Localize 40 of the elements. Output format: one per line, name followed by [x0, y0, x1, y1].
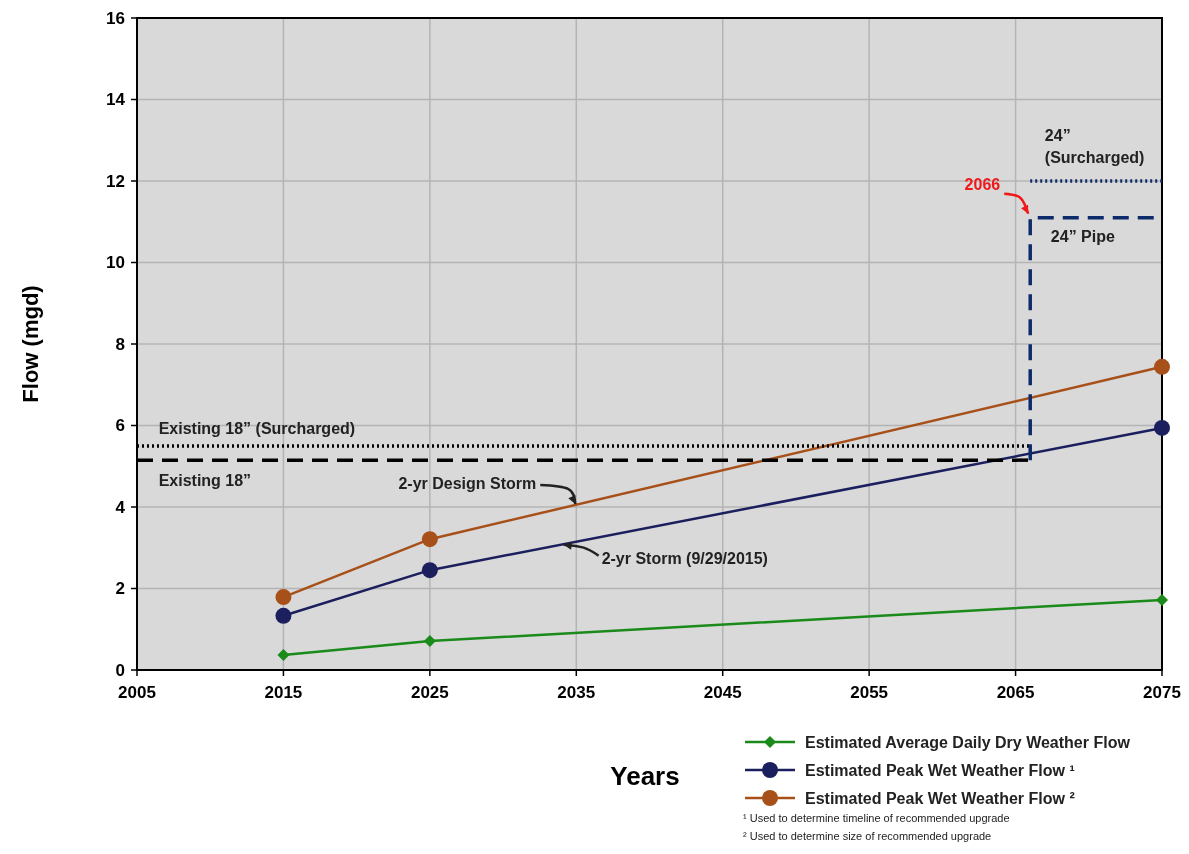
x-tick-label: 2065: [996, 683, 1035, 702]
annotation: Existing 18”: [158, 472, 252, 490]
x-tick-label: 2025: [410, 683, 449, 702]
x-tick-label: 2055: [850, 683, 889, 702]
text: ² Used to determine size of recommended upgrade: [743, 830, 992, 842]
y-tick-label: 14: [106, 90, 126, 110]
point: [421, 562, 438, 579]
x-axis-title: Years: [610, 761, 680, 791]
y-tick-label: 2: [115, 579, 125, 599]
point: [421, 531, 438, 548]
point: [1154, 358, 1170, 375]
x-tick-label: 2075: [1143, 683, 1181, 702]
legend-label: Estimated Average Daily Dry Weather Flow: [805, 733, 1131, 751]
point: [423, 635, 436, 648]
legend-label: Estimated Peak Wet Weather Flow ²: [805, 789, 1075, 807]
point: [1154, 419, 1170, 436]
point: [275, 607, 292, 624]
y-axis-title: Flow (mgd): [18, 285, 43, 403]
annotation: 2-yr Storm (9/29/2015): [601, 549, 768, 567]
annotation: 24” Pipe: [1050, 227, 1115, 245]
y-tick-label: 6: [115, 416, 125, 436]
y-tick-label: 12: [106, 171, 125, 191]
x-tick-label: 2045: [703, 683, 742, 702]
y-tick-label: 8: [115, 334, 125, 354]
annotation: Existing 18” (Surcharged): [158, 419, 356, 437]
annotation: 24” (Surcharged): [1044, 127, 1145, 166]
y-tick-label: 16: [106, 8, 125, 28]
point: [275, 589, 292, 606]
x-tick-label: 2015: [264, 683, 303, 702]
point: [277, 648, 290, 661]
text: ¹ Used to determine timeline of recommended upgrade: [743, 812, 1010, 824]
x-tick-label: 2005: [118, 683, 156, 702]
legend-label: Estimated Peak Wet Weather Flow ¹: [805, 761, 1075, 779]
x-tick-label: 2035: [557, 683, 596, 702]
y-tick-label: 0: [115, 660, 125, 680]
y-tick-label: 10: [106, 253, 125, 273]
point: [1156, 593, 1168, 606]
y-tick-label: 4: [115, 497, 126, 517]
annotation: 2066: [964, 175, 1001, 193]
annotation: 2-yr Design Storm: [398, 475, 537, 492]
